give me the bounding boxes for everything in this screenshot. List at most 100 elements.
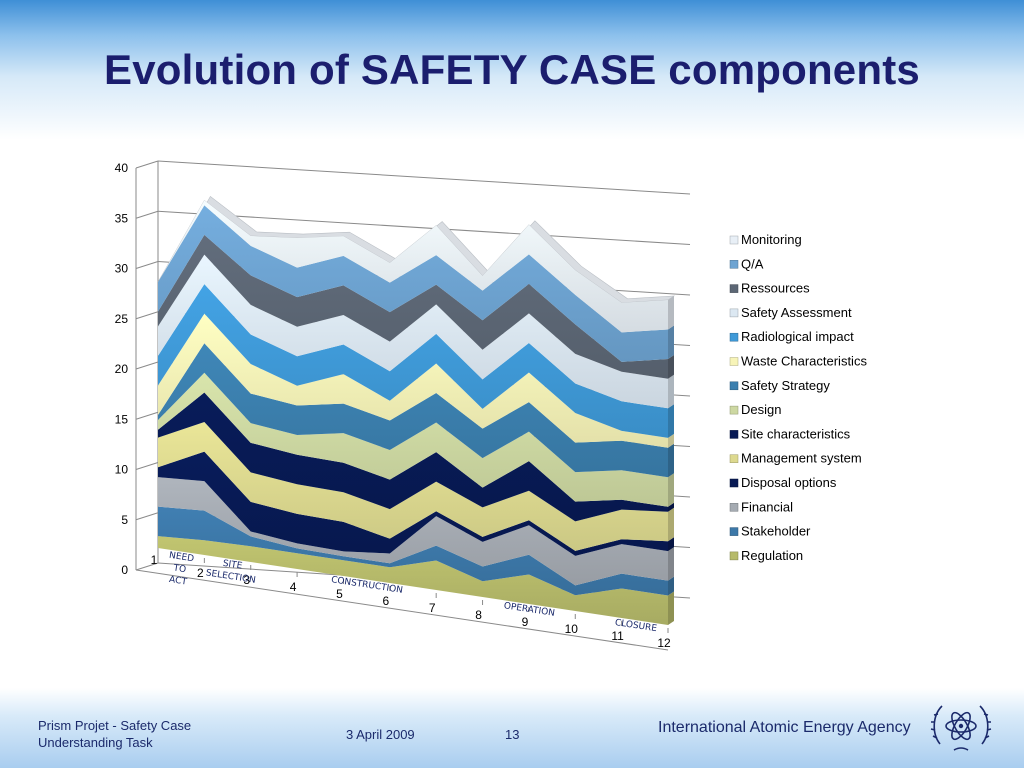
gridline-side (135, 462, 159, 470)
series-side-radiological-impact (668, 404, 674, 438)
series-area-ressources (158, 234, 668, 379)
x-tick-label: 6 (382, 594, 389, 608)
gridline (157, 160, 691, 195)
x-tick-label: 3 (243, 573, 250, 587)
legend-swatch-financial (729, 503, 739, 512)
x-tick-label: 2 (197, 566, 204, 580)
x-tick-label: 9 (522, 615, 529, 629)
legend-label-management-system: Management system (741, 451, 862, 466)
y-tick-label: 0 (121, 563, 128, 577)
gridline-side (135, 160, 159, 169)
series-side-ressources (668, 355, 674, 379)
footer-project: Prism Projet - Safety Case Understanding… (38, 717, 191, 751)
y-tick-label: 40 (115, 161, 129, 175)
series-area-q-a (158, 205, 668, 362)
series-area-waste-characteristics (158, 313, 668, 448)
phase-annotation-line: ACT (168, 575, 188, 588)
y-tick-label: 5 (121, 513, 128, 527)
legend-swatch-monitoring (729, 235, 739, 245)
series-area-disposal-options (158, 451, 668, 556)
series-side-design (668, 473, 674, 507)
series-area-financial (158, 477, 668, 586)
series-side-stakeholder (668, 576, 674, 596)
series-side-safety-assessment (668, 374, 674, 409)
y-tick-label: 15 (115, 412, 129, 426)
series-side-q-a (668, 325, 674, 360)
legend-swatch-q-a (729, 260, 739, 269)
x-tick-label: 5 (336, 587, 343, 601)
legend-label-waste-characteristics: Waste Characteristics (741, 354, 867, 369)
series-area-management-system (158, 422, 668, 551)
legend-label-ressources: Ressources (741, 281, 810, 296)
series-area-radiological-impact (158, 284, 668, 438)
series-side-waste-characteristics (668, 433, 674, 448)
series-side-management-system (668, 507, 674, 542)
gridline-side (135, 210, 159, 219)
phase-annotation-line: SELECTION (205, 568, 256, 585)
gridline-side (135, 512, 159, 521)
gridline-side (135, 261, 159, 269)
x-tick-label: 4 (290, 580, 297, 594)
y-tick-label: 20 (115, 362, 129, 376)
legend-label-monitoring: Monitoring (741, 232, 802, 247)
x-tick-label: 10 (565, 622, 579, 636)
series-area-site-characteristics (158, 392, 668, 522)
legend-swatch-safety-assessment (729, 308, 739, 318)
x-tick-label: 12 (657, 636, 671, 650)
gridline-side (135, 411, 159, 420)
legend-label-design: Design (741, 402, 781, 417)
legend-label-q-a: Q/A (741, 256, 764, 271)
series-side-financial (668, 547, 674, 581)
gridline (157, 210, 691, 245)
series-side-disposal-options (668, 537, 674, 552)
phase-annotation-line: NEED (168, 551, 194, 565)
legend-swatch-safety-strategy (729, 381, 739, 391)
series-area-safety-strategy (158, 343, 668, 478)
series-side-site-characteristics (668, 502, 674, 512)
footer-gradient-band (0, 688, 1024, 768)
legend-label-safety-assessment: Safety Assessment (741, 305, 852, 320)
legend-swatch-stakeholder (729, 527, 739, 536)
legend-swatch-waste-characteristics (729, 357, 739, 366)
legend-label-radiological-impact: Radiological impact (741, 329, 854, 344)
phase-annotation-line: SITE (222, 559, 243, 572)
legend-label-disposal-options: Disposal options (741, 475, 837, 490)
legend-label-site-characteristics: Site characteristics (741, 426, 851, 441)
y-tick-label: 30 (115, 262, 129, 276)
y-tick-label: 35 (115, 211, 129, 225)
footer-project-line2: Understanding Task (38, 735, 153, 750)
gridline-side (135, 361, 159, 370)
x-tick-label: 11 (611, 629, 624, 643)
footer-page-number: 13 (505, 727, 520, 742)
x-tick-label: 7 (429, 601, 436, 615)
x-tick-label: 1 (151, 553, 158, 567)
legend-swatch-design (729, 405, 739, 415)
legend-swatch-radiological-impact (729, 332, 739, 342)
legend-swatch-ressources (729, 284, 739, 293)
series-side-safety-strategy (668, 443, 674, 478)
legend-label-financial: Financial (741, 499, 793, 514)
y-tick-label: 10 (115, 463, 129, 477)
legend-swatch-disposal-options (729, 478, 739, 488)
iaea-logo-icon (930, 705, 992, 751)
series-area-safety-assessment (158, 254, 668, 409)
slide-title: Evolution of SAFETY CASE components (104, 46, 920, 93)
legend-swatch-regulation (729, 551, 739, 561)
footer-organization: International Atomic Energy Agency (658, 719, 911, 736)
series-side-monitoring (668, 295, 674, 330)
footer-project-line1: Prism Projet - Safety Case (38, 718, 192, 733)
gridline-side (135, 311, 159, 320)
series-area-design (158, 372, 668, 507)
series-area-stakeholder (158, 506, 668, 596)
x-axis-line (135, 569, 669, 651)
x-tick-label: 8 (475, 608, 482, 622)
legend-swatch-site-characteristics (729, 430, 739, 439)
header-gradient-band (0, 0, 1024, 140)
phase-annotation-line: TO (172, 563, 187, 575)
legend-swatch-management-system (729, 454, 739, 463)
series-side-regulation (668, 591, 674, 625)
legend-label-stakeholder: Stakeholder (741, 524, 811, 539)
series-area-monitoring (158, 200, 668, 333)
